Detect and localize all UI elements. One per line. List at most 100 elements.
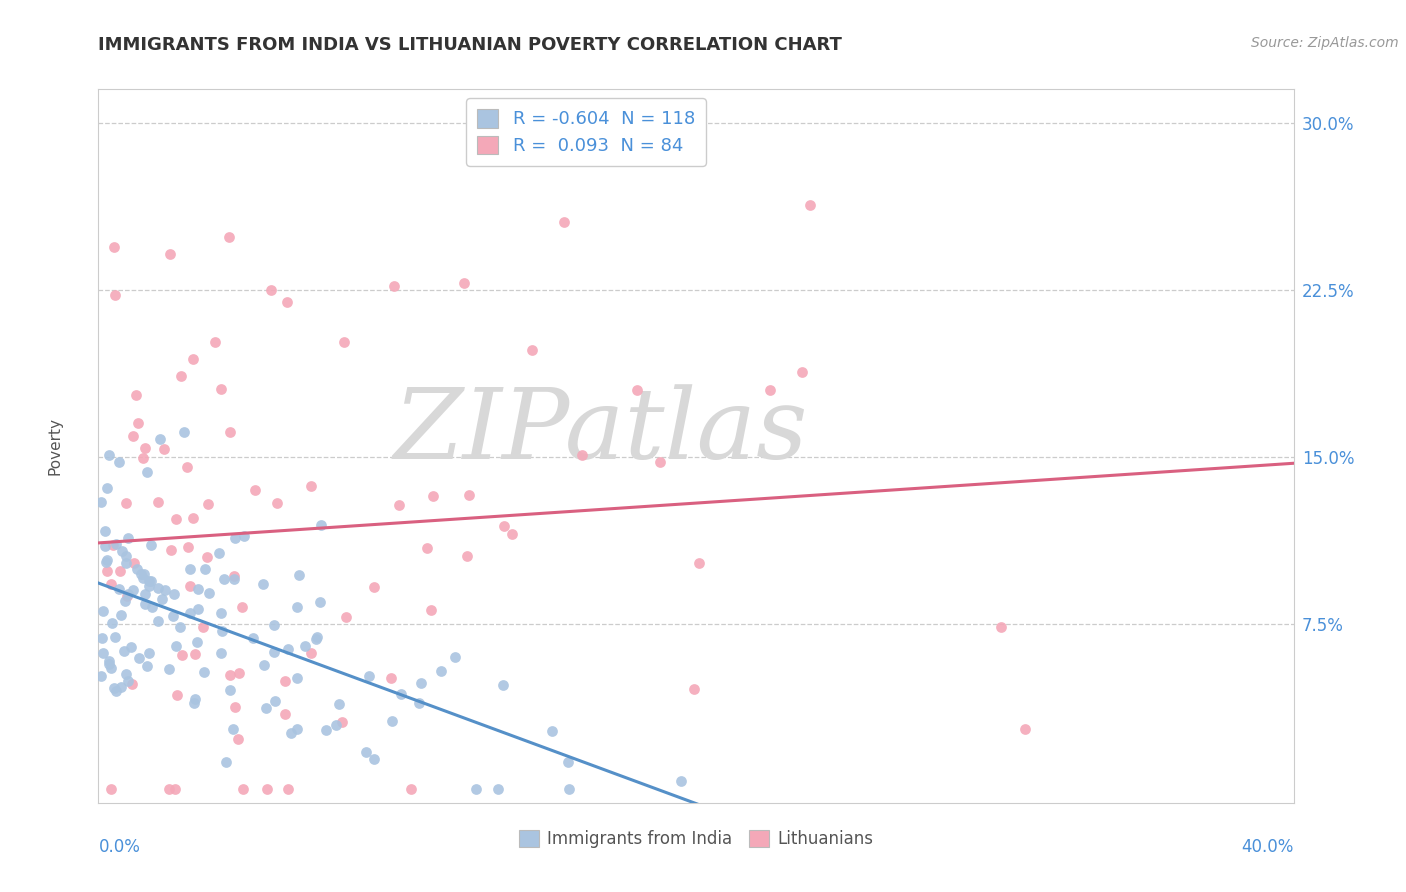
Point <box>153 442 176 457</box>
Point <box>453 277 475 291</box>
Point <box>231 599 253 614</box>
Point <box>558 782 581 797</box>
Point <box>141 599 163 614</box>
Point <box>127 417 149 431</box>
Point <box>91 604 114 618</box>
Point <box>108 454 131 468</box>
Point <box>218 425 240 439</box>
Point <box>153 582 176 597</box>
Point <box>103 681 125 695</box>
Point <box>208 546 231 560</box>
Point <box>399 782 422 797</box>
Point <box>204 335 226 350</box>
Point <box>790 365 813 379</box>
Point <box>260 283 283 297</box>
Point <box>389 688 412 702</box>
Point <box>111 544 134 558</box>
Point <box>430 664 453 678</box>
Point <box>669 774 692 789</box>
Point <box>97 448 120 462</box>
Text: 40.0%: 40.0% <box>1241 838 1294 856</box>
Point <box>170 369 193 384</box>
Point <box>101 615 124 630</box>
Point <box>277 641 299 656</box>
Point <box>110 608 132 623</box>
Point <box>93 539 115 553</box>
Point <box>444 649 467 664</box>
Text: ZIPatlas: ZIPatlas <box>394 384 807 479</box>
Point <box>141 538 163 552</box>
Point <box>330 714 353 729</box>
Point <box>104 630 127 644</box>
Point <box>146 582 169 596</box>
Point <box>263 645 285 659</box>
Point <box>501 527 523 541</box>
Point <box>134 597 156 611</box>
Point <box>169 619 191 633</box>
Point <box>285 722 308 736</box>
Point <box>305 632 328 646</box>
Point <box>107 582 129 597</box>
Point <box>209 606 232 620</box>
Point <box>1014 722 1036 736</box>
Point <box>233 529 256 543</box>
Point <box>222 722 245 736</box>
Point <box>520 343 543 357</box>
Point <box>288 568 311 582</box>
Point <box>136 465 159 479</box>
Point <box>553 215 575 229</box>
Point <box>381 714 404 728</box>
Point <box>218 668 240 682</box>
Point <box>252 576 274 591</box>
Point <box>245 483 267 498</box>
Point <box>492 678 515 692</box>
Point <box>464 782 486 797</box>
Point <box>273 673 295 688</box>
Point <box>422 489 444 503</box>
Point <box>309 517 332 532</box>
Point <box>557 755 579 769</box>
Point <box>125 562 148 576</box>
Point <box>96 552 118 566</box>
Point <box>134 567 156 582</box>
Point <box>218 230 240 244</box>
Point <box>299 646 322 660</box>
Point <box>242 631 264 645</box>
Point <box>759 383 782 397</box>
Text: IMMIGRANTS FROM INDIA VS LITHUANIAN POVERTY CORRELATION CHART: IMMIGRANTS FROM INDIA VS LITHUANIAN POVE… <box>98 36 842 54</box>
Text: Poverty: Poverty <box>48 417 63 475</box>
Point <box>335 609 357 624</box>
Point <box>101 538 124 552</box>
Point <box>263 618 285 632</box>
Text: 0.0%: 0.0% <box>98 838 141 856</box>
Point <box>121 677 143 691</box>
Point <box>416 541 439 556</box>
Point <box>194 562 217 576</box>
Point <box>159 662 181 676</box>
Point <box>100 576 122 591</box>
Point <box>276 294 298 309</box>
Point <box>179 606 201 620</box>
Point <box>626 383 648 397</box>
Point <box>166 688 188 702</box>
Point <box>98 654 121 668</box>
Point <box>191 620 214 634</box>
Point <box>104 684 127 698</box>
Point <box>100 782 122 797</box>
Point <box>134 587 156 601</box>
Point <box>97 657 120 671</box>
Point <box>173 425 195 439</box>
Point <box>94 524 117 538</box>
Point <box>157 782 180 797</box>
Point <box>132 571 155 585</box>
Point <box>285 600 308 615</box>
Point <box>486 782 509 797</box>
Point <box>103 240 125 254</box>
Point <box>571 448 593 462</box>
Point <box>419 603 441 617</box>
Point <box>184 692 207 706</box>
Point <box>138 574 160 589</box>
Point <box>186 635 208 649</box>
Point <box>688 556 710 570</box>
Point <box>325 718 347 732</box>
